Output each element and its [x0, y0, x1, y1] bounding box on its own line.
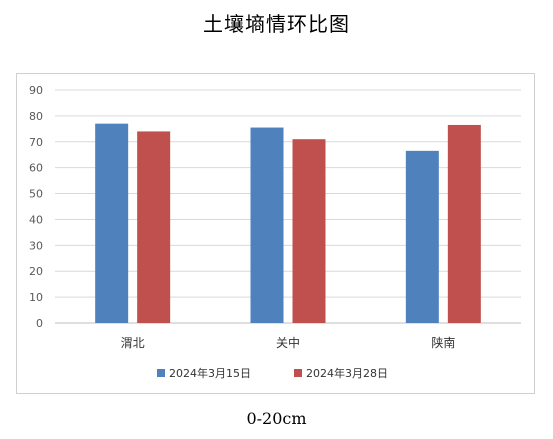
page-title: 土壤墒情环比图 — [203, 12, 350, 36]
x-tick-label: 陕南 — [431, 335, 455, 350]
y-tick-label: 10 — [29, 291, 43, 304]
y-tick-label: 30 — [29, 239, 43, 252]
y-tick-label: 40 — [29, 213, 43, 226]
y-tick-label: 20 — [29, 265, 43, 278]
bar — [292, 139, 326, 323]
y-tick-label: 70 — [29, 136, 43, 149]
y-tick-label: 80 — [29, 110, 43, 123]
legend-swatch — [294, 369, 302, 377]
legend-label: 2024年3月28日 — [306, 366, 388, 380]
bar — [447, 124, 481, 323]
legend-label: 2024年3月15日 — [169, 366, 251, 380]
bar — [137, 131, 171, 323]
legend-swatch — [157, 369, 165, 377]
chart-frame: 0 10 20 30 40 50 60 70 80 90 渭北 关中 陕南 2024年3月15日 2024年… — [16, 73, 535, 394]
bar — [405, 150, 439, 323]
x-tick-label: 关中 — [276, 335, 300, 350]
y-tick-label: 50 — [29, 188, 43, 201]
y-tick-label: 60 — [29, 162, 43, 175]
bar — [95, 123, 129, 324]
bar — [250, 127, 284, 324]
y-tick-label: 90 — [29, 84, 43, 97]
depth-caption: 0-20cm — [246, 409, 307, 428]
x-tick-label: 渭北 — [121, 336, 145, 350]
y-tick-label: 0 — [36, 317, 43, 330]
bar-chart: 0 10 20 30 40 50 60 70 80 90 渭北 关中 陕南 2024年3月15日 2024年… — [29, 84, 521, 380]
